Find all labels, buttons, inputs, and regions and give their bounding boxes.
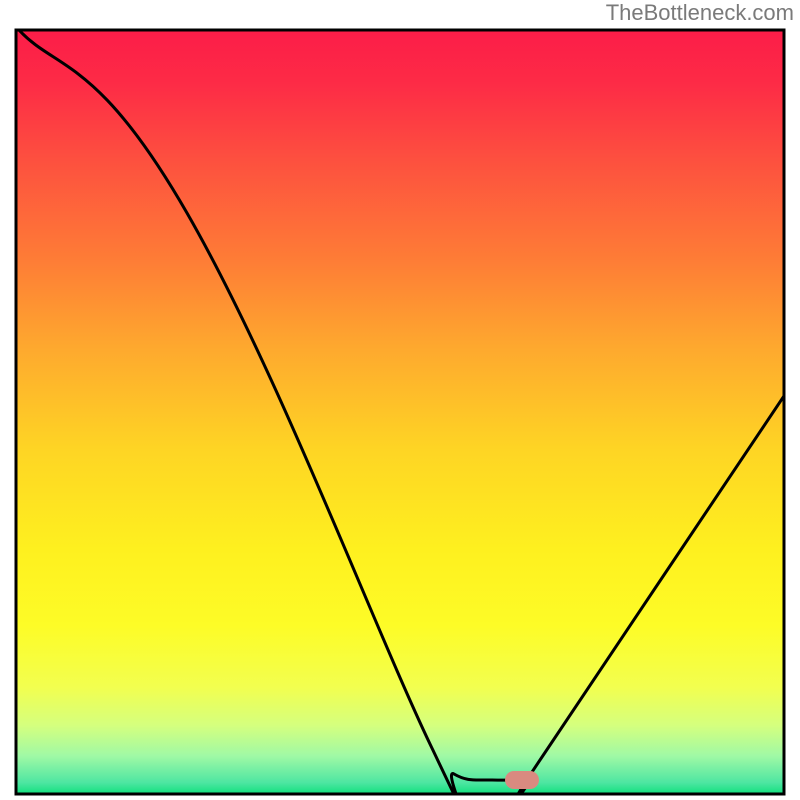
optimal-marker: [505, 771, 539, 789]
chart-svg: [0, 0, 800, 800]
chart-canvas: TheBottleneck.com: [0, 0, 800, 800]
watermark-text: TheBottleneck.com: [606, 0, 794, 26]
